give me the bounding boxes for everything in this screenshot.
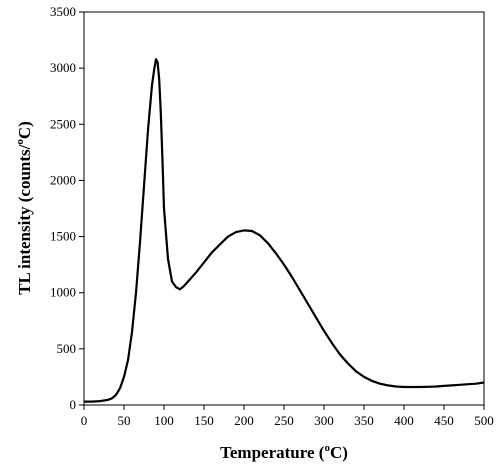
y-axis-ticks: 0 500 1000 1500 2000 2500 3000 3500 <box>50 4 84 412</box>
x-tick-label: 350 <box>354 413 374 428</box>
y-tick-label: 2000 <box>50 172 76 187</box>
y-tick-label: 3500 <box>50 4 76 19</box>
y-tick-label: 0 <box>70 397 77 412</box>
series-line <box>84 58 485 403</box>
y-tick-label: 500 <box>57 341 77 356</box>
y-tick-label: 1000 <box>50 285 76 300</box>
y-axis-title: TL intensity (counts/oC) <box>14 121 34 295</box>
plot-area <box>83 11 485 406</box>
x-tick-label: 400 <box>394 413 414 428</box>
x-tick-label: 0 <box>81 413 88 428</box>
x-tick-label: 300 <box>314 413 334 428</box>
x-tick-label: 100 <box>154 413 174 428</box>
x-tick-label: 200 <box>234 413 254 428</box>
x-tick-label: 500 <box>474 413 494 428</box>
x-tick-label: 50 <box>118 413 131 428</box>
y-tick-label: 2500 <box>50 116 76 131</box>
x-tick-label: 450 <box>434 413 454 428</box>
y-tick-label: 1500 <box>50 229 76 244</box>
x-axis-title: Temperature (oC) <box>220 442 348 462</box>
x-tick-label: 250 <box>274 413 294 428</box>
x-tick-label: 150 <box>194 413 214 428</box>
y-tick-label: 3000 <box>50 60 76 75</box>
x-axis-ticks: 0 50 100 150 200 250 300 350 400 450 500 <box>81 405 494 428</box>
